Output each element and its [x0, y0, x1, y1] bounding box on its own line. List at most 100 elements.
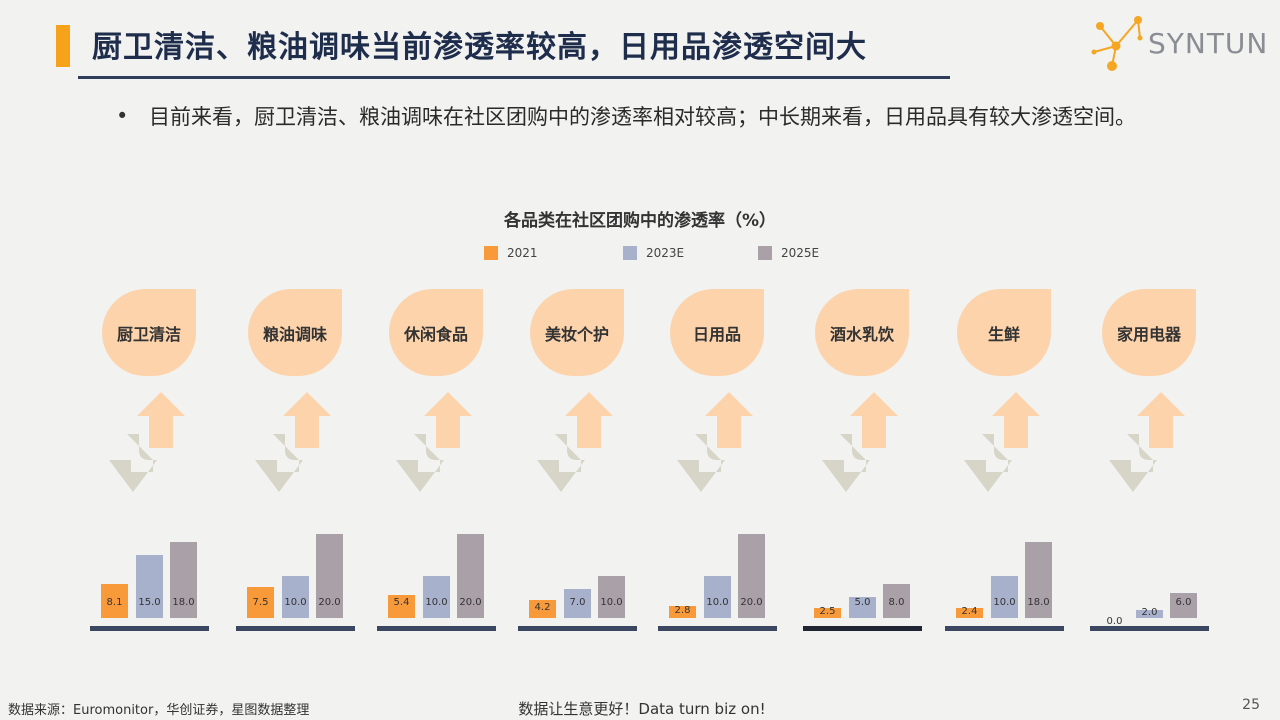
category-leaf: 生鲜	[957, 289, 1051, 376]
bar-2023e	[136, 555, 163, 618]
bar-value-label: 5.0	[854, 597, 871, 608]
bar-value-label: 15.0	[138, 597, 161, 608]
bar-value-label: 20.0	[318, 597, 341, 608]
legend-item-2021: 2021	[484, 244, 538, 262]
legend-label: 2023E	[646, 246, 685, 260]
bar-2025e	[457, 534, 484, 618]
down-arrow-icon	[109, 434, 157, 492]
bar-2023e	[282, 576, 309, 618]
down-arrow-icon	[396, 434, 444, 492]
category-leaf: 休闲食品	[389, 289, 483, 376]
bar-2023e	[849, 597, 876, 618]
bar-value-label: 2.4	[961, 605, 978, 617]
bar-value-label: 2.0	[1141, 606, 1158, 618]
up-arrow-icon	[283, 392, 331, 448]
category-leaf: 日用品	[670, 289, 764, 376]
bar-2023e	[991, 576, 1018, 618]
category-axis-line	[658, 626, 777, 631]
bar-value-label: 10.0	[993, 597, 1016, 608]
up-down-arrows-icon	[537, 392, 613, 492]
category-label: 美妆个护	[544, 324, 609, 344]
bar-2025e	[738, 534, 765, 618]
down-arrow-icon	[537, 434, 585, 492]
legend-swatch-2025e	[758, 245, 772, 260]
category-leaf: 酒水乳饮	[815, 289, 909, 376]
up-down-arrows-icon	[109, 392, 185, 492]
bar-value-label: 7.5	[252, 597, 269, 608]
footer-source: 数据来源：Euromonitor，华创证券，星图数据整理	[8, 703, 310, 718]
bar-value-label: 18.0	[1027, 597, 1050, 608]
legend-item-2023e: 2023E	[623, 244, 684, 262]
bar-value-label: 2.5	[819, 605, 836, 617]
up-arrow-icon	[137, 392, 185, 448]
bar-2023e	[704, 576, 731, 618]
up-down-arrows-icon	[822, 392, 898, 492]
down-arrow-icon	[1109, 434, 1157, 492]
category-axis-line	[377, 626, 496, 631]
category-axis-line	[803, 626, 922, 631]
bar-2021	[814, 607, 841, 618]
bar-2025e	[170, 542, 197, 618]
chart-title: 各品类在社区团购中的渗透率（%）	[503, 211, 777, 231]
up-arrow-icon	[424, 392, 472, 448]
up-arrow-icon	[705, 392, 753, 448]
category-label: 酒水乳饮	[829, 324, 894, 344]
title-accent-bar	[56, 25, 70, 67]
bar-value-label: 10.0	[600, 597, 623, 608]
bar-value-label: 2.8	[674, 605, 691, 617]
category-label: 厨卫清洁	[116, 324, 181, 344]
legend-item-2025e: 2025E	[758, 244, 819, 262]
bar-value-label: 7.0	[569, 597, 586, 608]
legend-label: 2025E	[781, 246, 820, 260]
bar-value-label: 20.0	[740, 597, 763, 608]
category-axis-line	[945, 626, 1064, 631]
bar-2025e	[598, 576, 625, 618]
bullet-text: 目前来看，厨卫清洁、粮油调味在社区团购中的渗透率相对较高；中长期来看，日用品具有…	[149, 105, 1136, 129]
legend-swatch-2023e	[623, 245, 637, 260]
up-arrow-icon	[1137, 392, 1185, 448]
up-down-arrows-icon	[1109, 392, 1185, 492]
category-axis-line	[1090, 626, 1209, 631]
bar-2023e	[423, 576, 450, 618]
bar-value-label: 8.0	[888, 597, 905, 608]
category-leaf: 家用电器	[1102, 289, 1196, 376]
bar-value-label: 6.0	[1175, 597, 1192, 608]
bar-2021	[956, 607, 983, 618]
title-underline	[78, 76, 950, 79]
category-label: 生鲜	[987, 324, 1020, 344]
bar-2025e	[1170, 592, 1197, 618]
bar-value-label: 10.0	[706, 597, 729, 608]
page-title: 厨卫清洁、粮油调味当前渗透率较高，日用品渗透空间大	[92, 30, 867, 65]
bar-2025e	[883, 584, 910, 618]
bar-value-label: 5.4	[393, 597, 410, 608]
category-label: 家用电器	[1116, 324, 1181, 344]
category-axis-line	[90, 626, 209, 631]
legend-swatch-2021	[484, 245, 498, 260]
bar-2021	[529, 600, 556, 618]
page-number: 25	[1242, 697, 1260, 713]
category-leaf: 美妆个护	[530, 289, 624, 376]
bar-value-label: 18.0	[172, 597, 195, 608]
up-down-arrows-icon	[255, 392, 331, 492]
category-label: 日用品	[692, 324, 741, 344]
bar-value-label: 0.0	[1106, 616, 1123, 627]
up-arrow-icon	[850, 392, 898, 448]
down-arrow-icon	[677, 434, 725, 492]
bar-2021	[101, 583, 128, 618]
category-label: 粮油调味	[262, 324, 327, 344]
category-leaf: 厨卫清洁	[102, 289, 196, 376]
bar-value-label: 10.0	[284, 597, 307, 608]
category-leaf: 粮油调味	[248, 289, 342, 376]
up-down-arrows-icon	[677, 392, 753, 492]
up-down-arrows-icon	[396, 392, 472, 492]
category-label: 休闲食品	[403, 324, 468, 344]
bar-2021	[247, 586, 274, 618]
up-arrow-icon	[565, 392, 613, 448]
bar-2025e	[1025, 542, 1052, 618]
bar-value-label: 10.0	[425, 597, 448, 608]
down-arrow-icon	[822, 434, 870, 492]
bar-2021	[388, 595, 415, 618]
bullet-mark: •	[116, 104, 129, 128]
bar-2023e	[564, 588, 591, 618]
up-arrow-icon	[992, 392, 1040, 448]
